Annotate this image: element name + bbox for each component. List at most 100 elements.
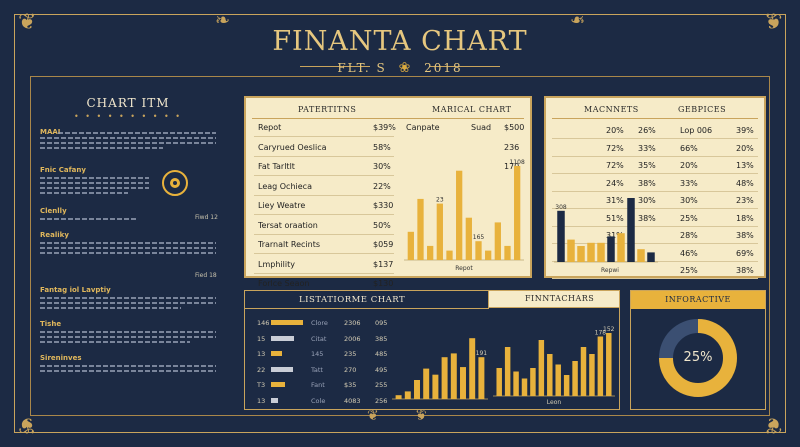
data-label: 23 (436, 197, 444, 204)
mini-cell: Canpate (406, 123, 440, 132)
table-cell: 26% (638, 126, 656, 135)
bar (597, 242, 605, 262)
bar (557, 210, 565, 262)
hbar (271, 320, 304, 325)
bar (538, 340, 545, 396)
x-axis-label: Repwi (601, 267, 619, 274)
bar (580, 347, 587, 396)
bar (404, 391, 411, 399)
left-section: Fnic Cafany (40, 166, 216, 194)
donut-center-label: 25% (683, 350, 713, 365)
table-cell: 22 (257, 365, 266, 374)
bar (547, 354, 553, 396)
left-section: Tishe (40, 320, 216, 343)
bar (469, 338, 476, 399)
table-cell: 38% (638, 178, 656, 188)
row-label: Repot (258, 123, 282, 132)
table-cell: 30% (680, 196, 698, 205)
divider (300, 66, 370, 67)
section-heading: Sireninves (40, 354, 82, 362)
data-label: 1108 (510, 159, 525, 166)
data-label: 178 (595, 330, 607, 337)
table-cell: 20% (680, 161, 698, 170)
bar (555, 364, 561, 396)
table-cell: 18% (736, 213, 754, 223)
table-cell: 20% (606, 126, 624, 135)
page-title: FINANTA CHART (272, 26, 528, 57)
table-cell: 4083 (344, 396, 361, 405)
section-heading: Tishe (40, 320, 62, 328)
ornament-icon: ❦ (18, 412, 37, 437)
bar (577, 246, 585, 262)
row-value: $39% (373, 123, 396, 132)
left-section: Sireninves (40, 354, 216, 372)
bar (567, 239, 575, 262)
table-cell: 28% (680, 231, 698, 240)
row-value: $330 (373, 201, 394, 210)
table-cell: 270 (344, 365, 357, 374)
bar (513, 371, 519, 396)
bar (456, 170, 463, 260)
leaf-icon: ❀ (398, 60, 413, 76)
left-section: Clenlly (40, 207, 216, 220)
mini-cell: 170 (504, 162, 520, 171)
section-heading: MAAI (40, 128, 61, 136)
chart-marical: 23 165 1108 Repot (404, 159, 525, 272)
table-cell: 255 (375, 381, 388, 389)
panel-title: FINNTACHARS (525, 294, 595, 303)
donut-slice (659, 319, 737, 397)
table-cell: 33% (638, 143, 656, 153)
data-label: 165 (473, 234, 485, 241)
table-cell: 31% (606, 196, 624, 205)
table-cell: 20% (736, 143, 754, 153)
row-label: Trarnalt Recints (258, 240, 321, 249)
row-value: 58% (373, 142, 391, 152)
table-cell: 38% (736, 266, 754, 275)
bar (494, 222, 501, 260)
left-column: CHART ITM • • • • • • • • • • MAAI Fnic … (40, 96, 216, 372)
bar (446, 250, 453, 260)
section-heading: Realiky (40, 231, 69, 239)
row-label: Fat Tarltlt (258, 162, 295, 171)
table-cell: 13% (736, 161, 754, 170)
table-cell: 2006 (344, 334, 361, 343)
panel-finntachars-header: FINNTACHARS (488, 290, 620, 308)
row-value: 30% (373, 162, 391, 171)
bar (647, 252, 655, 262)
panel-header: GEBPICES (678, 105, 727, 114)
subtitle-left: FLT. S (337, 61, 387, 75)
table-cell: Fant (311, 381, 325, 389)
table-cell: 46% (680, 248, 698, 258)
table-cell: 23% (736, 196, 754, 205)
ornament-icon: ❦ (18, 10, 37, 35)
bar (587, 242, 595, 262)
bar (606, 333, 612, 396)
row-label: Caryrued Oeslica (258, 142, 327, 152)
table-cell: 235 (344, 350, 357, 358)
panel-header: MARICAL CHART (432, 105, 512, 114)
bar (637, 249, 645, 262)
bar (627, 198, 635, 262)
mini-cell: $500 (504, 123, 525, 132)
row-label: Lmphility (258, 259, 295, 269)
panel-patterns: PATERTITNS MARICAL CHART Repot $39% Caryru… (244, 96, 532, 293)
bar (504, 347, 511, 396)
bar (597, 336, 604, 396)
hbar (271, 351, 282, 356)
bar (504, 245, 511, 260)
bar (450, 353, 457, 399)
data-label: 191 (476, 350, 488, 357)
hbar (271, 335, 295, 341)
table-cell: 38% (736, 231, 754, 240)
table-cell: 33% (680, 178, 698, 188)
row-label: Liey Weatre (258, 201, 306, 210)
row-label: Leag Ochieca (258, 181, 312, 191)
table-cell: Tatt (311, 365, 323, 374)
bar (496, 368, 502, 396)
table-cell: 25% (680, 266, 698, 275)
bar (436, 203, 443, 260)
panel-header: MACNNETS (584, 105, 639, 114)
table-cell: 385 (375, 334, 388, 343)
left-title: CHART ITM (86, 96, 170, 110)
page-subtitle: FLT. S ❀ 2018 (0, 60, 800, 76)
